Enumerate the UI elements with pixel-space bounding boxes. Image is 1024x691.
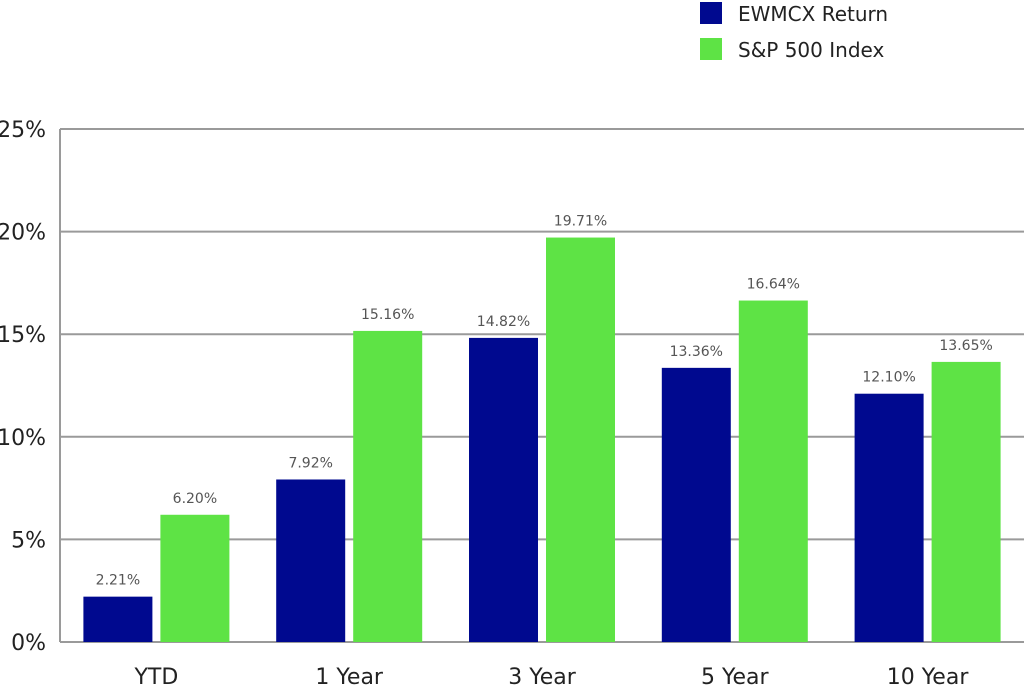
data-label: 14.82% [477, 314, 530, 330]
bar-ewmcx-4 [854, 393, 924, 642]
data-label: 15.16% [361, 307, 414, 323]
legend: EWMCX Return S&P 500 Index [700, 2, 888, 62]
legend-swatch [700, 38, 722, 60]
data-label: 13.36% [670, 344, 723, 360]
data-label: 13.65% [939, 338, 992, 354]
bar-ewmcx-1 [276, 479, 346, 642]
y-tick-label: 20% [0, 221, 46, 246]
y-axis-tick-labels: 0% 5% 10% 15% 20% 25% [0, 118, 46, 656]
y-tick-label: 0% [11, 631, 46, 656]
bar-sp500-4 [931, 361, 1001, 642]
data-label: 6.20% [173, 491, 217, 507]
bar-sp500-1 [353, 330, 423, 642]
y-tick-label: 15% [0, 323, 46, 348]
data-label: 7.92% [288, 455, 332, 471]
data-label: 19.71% [554, 214, 607, 230]
bars [83, 237, 1001, 643]
data-label: 12.10% [862, 370, 915, 386]
y-tick-label: 10% [0, 426, 46, 451]
y-tick-label: 25% [0, 118, 46, 143]
x-tick-label: 10 Year [887, 665, 970, 690]
x-tick-label: YTD [133, 665, 178, 690]
data-label: 16.64% [747, 277, 800, 293]
bar-ewmcx-0 [83, 596, 153, 642]
y-tick-label: 5% [11, 528, 46, 553]
bar-ewmcx-2 [469, 337, 538, 642]
legend-label: S&P 500 Index [738, 38, 884, 62]
bar-ewmcx-3 [661, 367, 731, 642]
bar-sp500-2 [546, 237, 615, 643]
x-tick-label: 3 Year [508, 665, 577, 690]
bar-sp500-3 [738, 300, 808, 642]
x-tick-label: 1 Year [315, 665, 384, 690]
legend-swatch [700, 2, 722, 24]
legend-label: EWMCX Return [738, 2, 888, 26]
x-tick-label: 5 Year [701, 665, 770, 690]
data-label: 2.21% [96, 573, 140, 589]
x-axis-tick-labels: YTD 1 Year 3 Year 5 Year 10 Year [133, 665, 969, 690]
bar-sp500-0 [160, 514, 230, 642]
data-labels: 2.21% 6.20% 7.92% 15.16% 14.82% 19.71% 13.36% 1… [96, 214, 993, 589]
